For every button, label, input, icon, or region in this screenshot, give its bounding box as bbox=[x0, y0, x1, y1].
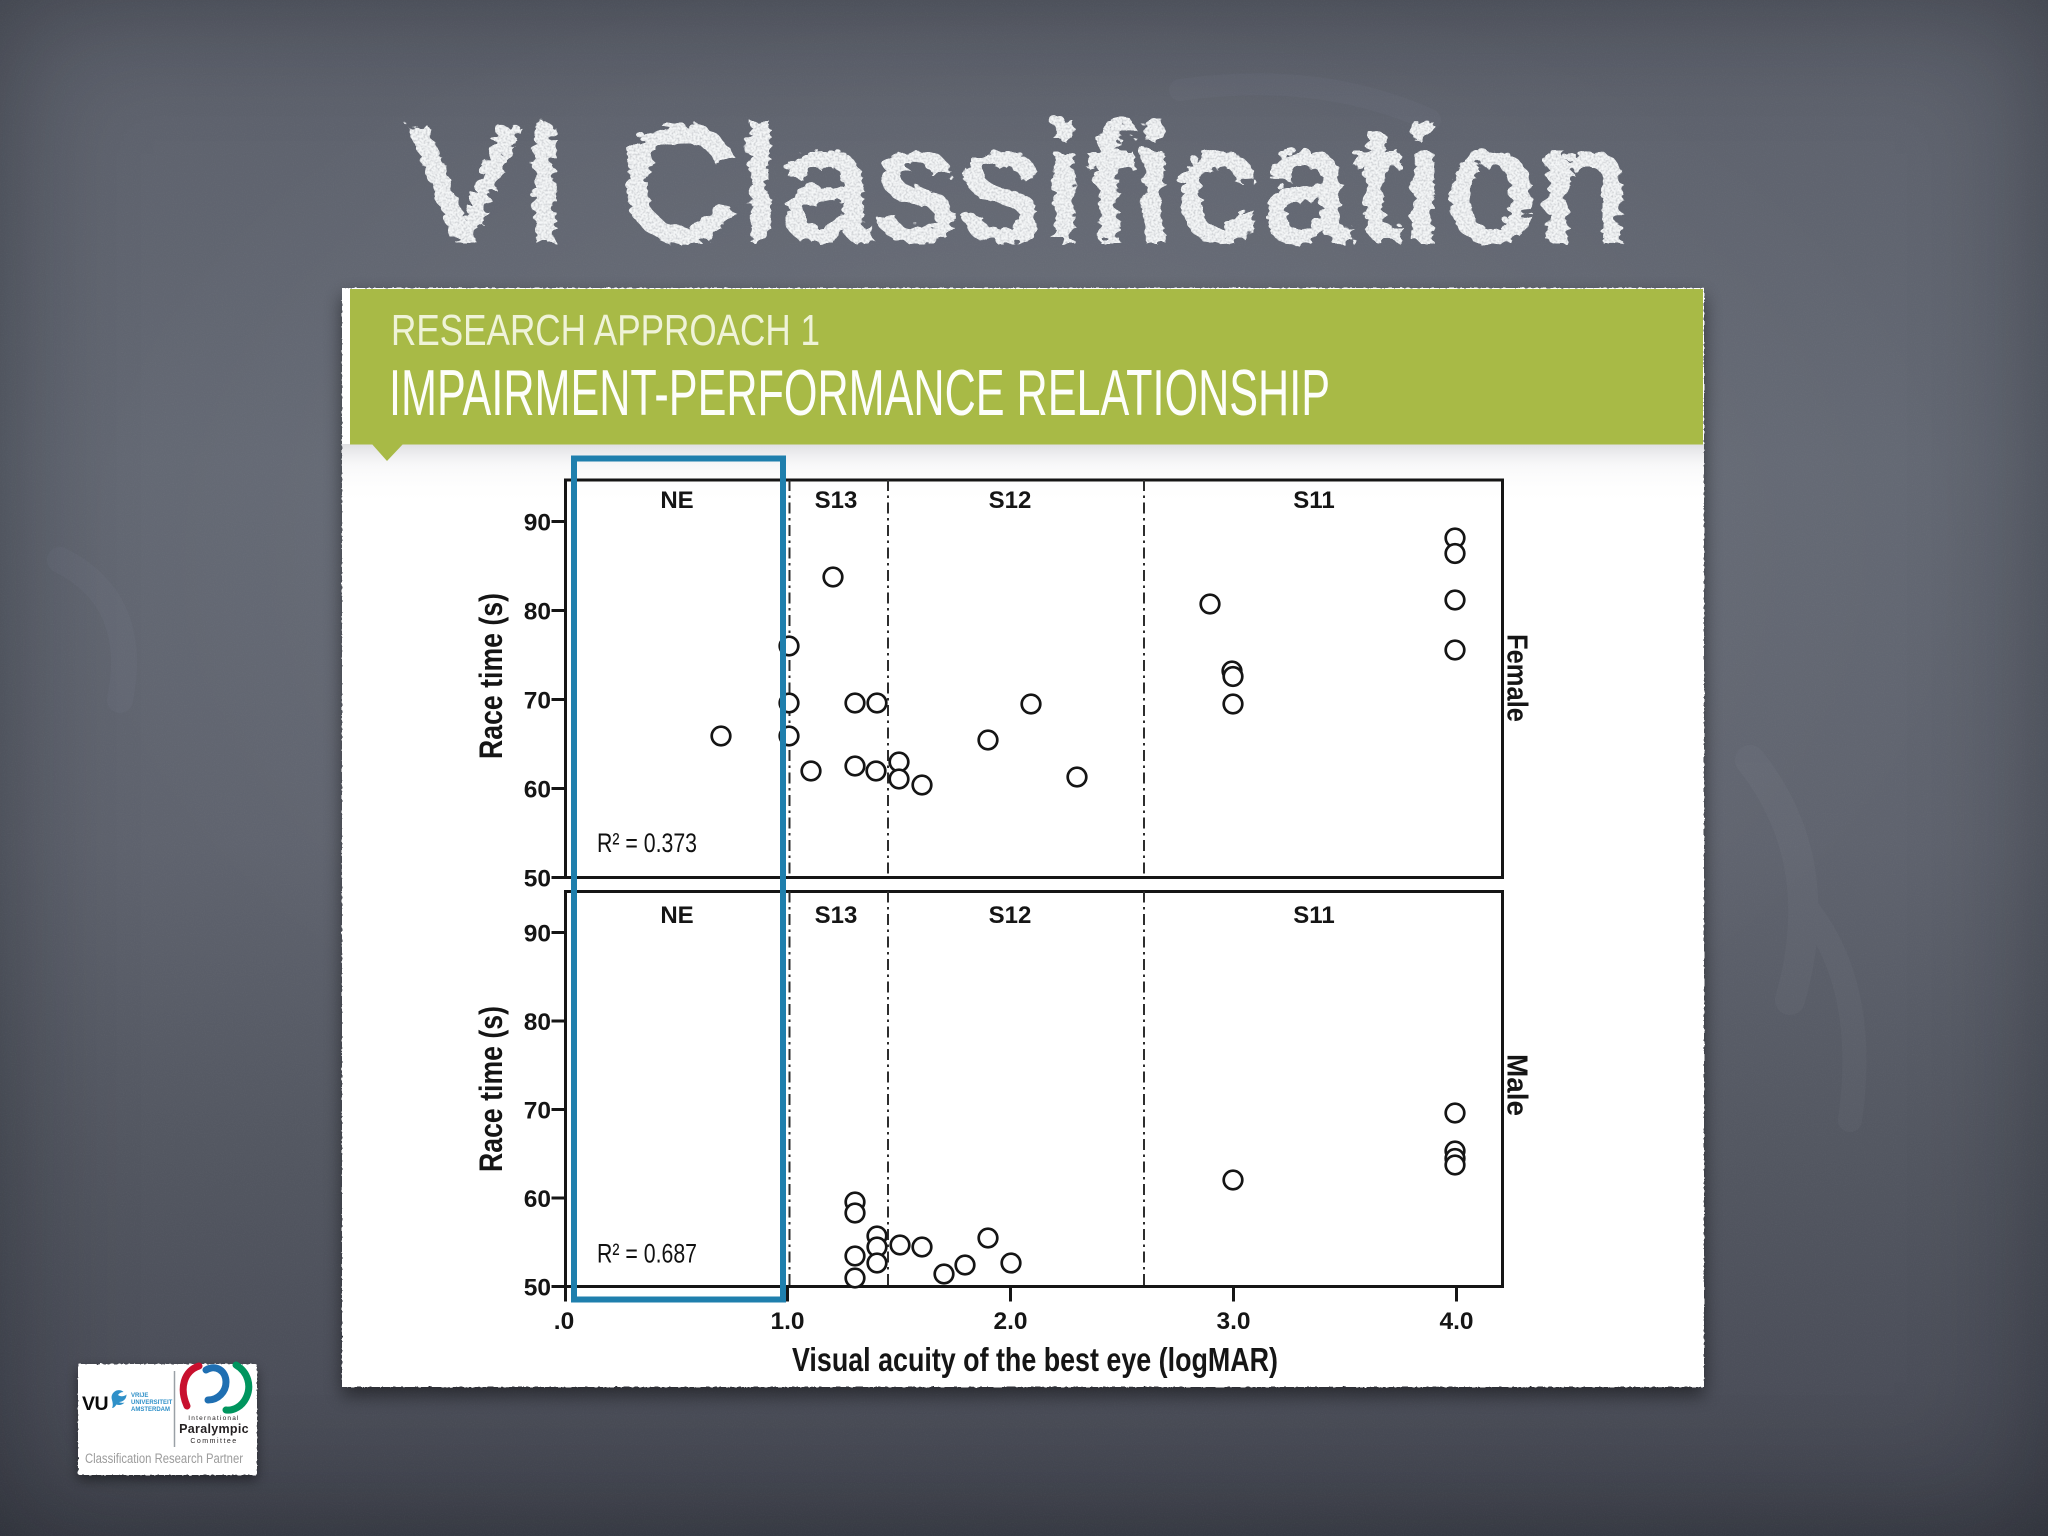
svg-text:NE: NE bbox=[660, 487, 693, 514]
svg-text:60: 60 bbox=[524, 1186, 551, 1213]
svg-text:AMSTERDAM: AMSTERDAM bbox=[131, 1407, 170, 1413]
svg-text:90: 90 bbox=[524, 921, 551, 948]
svg-text:Race time (s): Race time (s) bbox=[473, 593, 509, 759]
svg-text:R² = 0.373: R² = 0.373 bbox=[597, 828, 697, 858]
svg-text:S13: S13 bbox=[815, 902, 858, 929]
svg-text:Visual acuity of the best eye: Visual acuity of the best eye (logMAR) bbox=[792, 1341, 1278, 1378]
svg-text:Paralympic: Paralympic bbox=[179, 1422, 249, 1436]
svg-text:80: 80 bbox=[524, 1009, 551, 1036]
svg-text:VI Classification: VI Classification bbox=[406, 90, 1629, 269]
svg-text:S13: S13 bbox=[815, 487, 858, 514]
svg-text:3.0: 3.0 bbox=[1216, 1308, 1250, 1335]
svg-text:International: International bbox=[188, 1415, 239, 1422]
svg-text:1.0: 1.0 bbox=[770, 1308, 804, 1335]
svg-text:50: 50 bbox=[524, 866, 551, 893]
svg-text:R² = 0.687: R² = 0.687 bbox=[597, 1239, 697, 1269]
svg-text:70: 70 bbox=[524, 688, 551, 715]
svg-text:S11: S11 bbox=[1293, 487, 1334, 514]
svg-text:NE: NE bbox=[660, 902, 693, 929]
svg-text:S11: S11 bbox=[1293, 902, 1334, 929]
svg-text:60: 60 bbox=[524, 777, 551, 804]
svg-text:Classification Research Partne: Classification Research Partner bbox=[85, 1451, 243, 1466]
svg-text:.0: .0 bbox=[554, 1308, 574, 1335]
svg-text:80: 80 bbox=[524, 599, 551, 626]
svg-text:VRIJE: VRIJE bbox=[131, 1393, 148, 1399]
svg-text:S12: S12 bbox=[989, 902, 1032, 929]
svg-text:Committee: Committee bbox=[190, 1438, 237, 1445]
svg-text:Race time (s): Race time (s) bbox=[473, 1006, 509, 1172]
svg-text:Male: Male bbox=[1501, 1054, 1533, 1116]
svg-text:IMPAIRMENT-PERFORMANCE RELATIO: IMPAIRMENT-PERFORMANCE RELATIONSHIP bbox=[389, 356, 1330, 429]
svg-text:S12: S12 bbox=[989, 487, 1032, 514]
svg-text:RESEARCH APPROACH 1: RESEARCH APPROACH 1 bbox=[391, 306, 820, 355]
svg-text:50: 50 bbox=[524, 1275, 551, 1302]
svg-text:UNIVERSITEIT: UNIVERSITEIT bbox=[131, 1400, 173, 1406]
svg-text:70: 70 bbox=[524, 1098, 551, 1125]
svg-text:VU: VU bbox=[82, 1393, 108, 1415]
svg-text:2.0: 2.0 bbox=[993, 1308, 1027, 1335]
svg-text:90: 90 bbox=[524, 510, 551, 537]
svg-text:4.0: 4.0 bbox=[1439, 1308, 1473, 1335]
svg-text:Female: Female bbox=[1501, 634, 1533, 722]
